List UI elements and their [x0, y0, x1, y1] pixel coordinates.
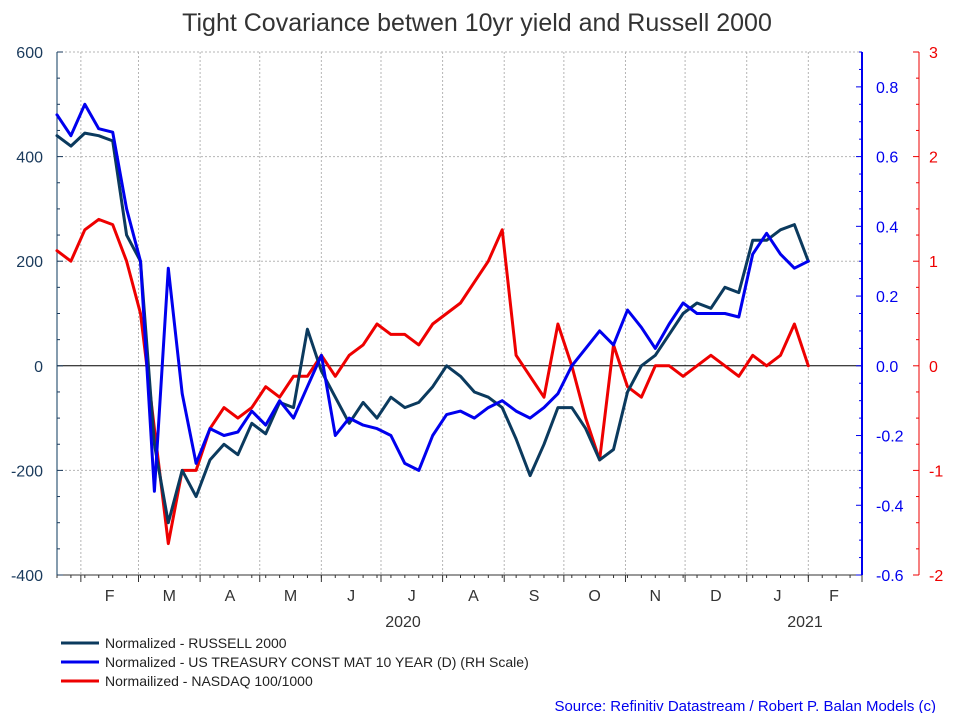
x-year-label: 2021 — [787, 614, 823, 631]
legend-label: Normalized - RUSSELL 2000 — [105, 635, 287, 651]
x-month-label: A — [225, 588, 236, 605]
x-month-label: O — [588, 588, 600, 605]
legend-label: Normalized - US TREASURY CONST MAT 10 YE… — [105, 654, 529, 670]
legend: Normalized - RUSSELL 2000 Normalized - US… — [61, 635, 529, 689]
red-tick-label: -1 — [929, 463, 943, 480]
left-tick-label: -400 — [11, 568, 43, 585]
axes — [56, 52, 920, 576]
blue-tick-label: 0.8 — [876, 80, 898, 97]
x-month-label: F — [829, 588, 839, 605]
blue-tick-label: 0.6 — [876, 150, 898, 167]
blue-tick-label: -0.2 — [876, 429, 904, 446]
series-lines — [55, 102, 810, 546]
blue-tick-label: -0.4 — [876, 498, 904, 515]
red-tick-label: 0 — [929, 359, 938, 376]
x-month-label: N — [650, 588, 662, 605]
legend-label: Normailized - NASDAQ 100/1000 — [105, 673, 313, 689]
left-tick-label: 400 — [16, 150, 43, 167]
x-month-label: D — [710, 588, 722, 605]
x-month-label: J — [408, 588, 416, 605]
left-tick-label: 0 — [34, 359, 43, 376]
source-note: Source: Refinitiv Datastream / Robert P.… — [554, 698, 936, 713]
left-tick-label: 200 — [16, 254, 43, 271]
red-tick-label: -2 — [929, 568, 943, 585]
red-tick-label: 3 — [929, 45, 938, 62]
left-axis-ticks: 600 400 200 0 -200 -400 — [11, 45, 63, 585]
x-axis-ticks: F M A M J J A S O N D J F 2020 2021 — [56, 575, 863, 631]
x-month-label: J — [347, 588, 355, 605]
x-month-label: S — [529, 588, 540, 605]
blue-tick-label: 0.2 — [876, 289, 898, 306]
x-year-label: 2020 — [385, 614, 421, 631]
series-line-1 — [55, 102, 810, 493]
x-month-label: M — [284, 588, 297, 605]
x-month-label: J — [774, 588, 782, 605]
chart-title: Tight Covariance betwen 10yr yield and R… — [182, 9, 772, 37]
left-tick-label: -200 — [11, 463, 43, 480]
blue-tick-label: 0.0 — [876, 359, 898, 376]
red-tick-label: 2 — [929, 150, 938, 167]
left-tick-label: 600 — [16, 45, 43, 62]
red-tick-label: 1 — [929, 254, 938, 271]
x-month-label: F — [105, 588, 115, 605]
x-month-label: A — [468, 588, 479, 605]
series-line-0 — [55, 131, 810, 525]
blue-tick-label: -0.6 — [876, 568, 904, 585]
blue-tick-label: 0.4 — [876, 219, 898, 236]
x-month-label: M — [163, 588, 176, 605]
right-axis-blue-ticks: 0.8 0.6 0.4 0.2 0.0 -0.2 -0.4 -0.6 — [856, 51, 904, 585]
right-axis-red-ticks: 3 2 1 0 -1 -2 — [913, 45, 943, 585]
